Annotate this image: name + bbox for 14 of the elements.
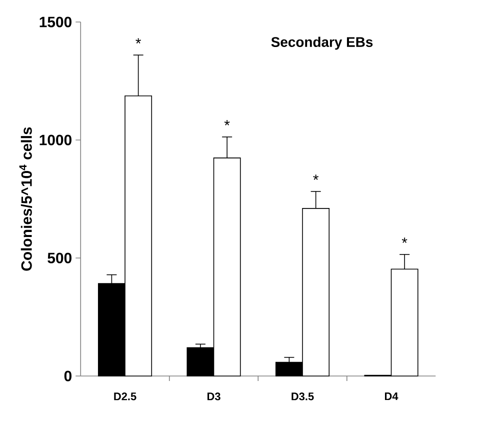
y-tick-label: 500 [48,252,72,264]
x-tick-label: D4 [384,392,398,400]
y-axis-title: Colonies/5^10$^{4}$ cells [19,127,32,271]
x-tick-label: D2.5 [114,392,136,400]
annotation: * [402,238,408,243]
text: Secondary EBs [271,36,373,50]
annotation: * [224,120,230,126]
annotation: * [136,38,141,44]
y-tick-label: 1500 [40,16,72,28]
x-tick-label: D3 [207,392,220,400]
annotation: * [313,174,318,180]
y-tick-label: 1000 [40,134,72,146]
y-tick-label: 0 [64,370,72,382]
x-tick-label: D3.5 [292,392,314,400]
